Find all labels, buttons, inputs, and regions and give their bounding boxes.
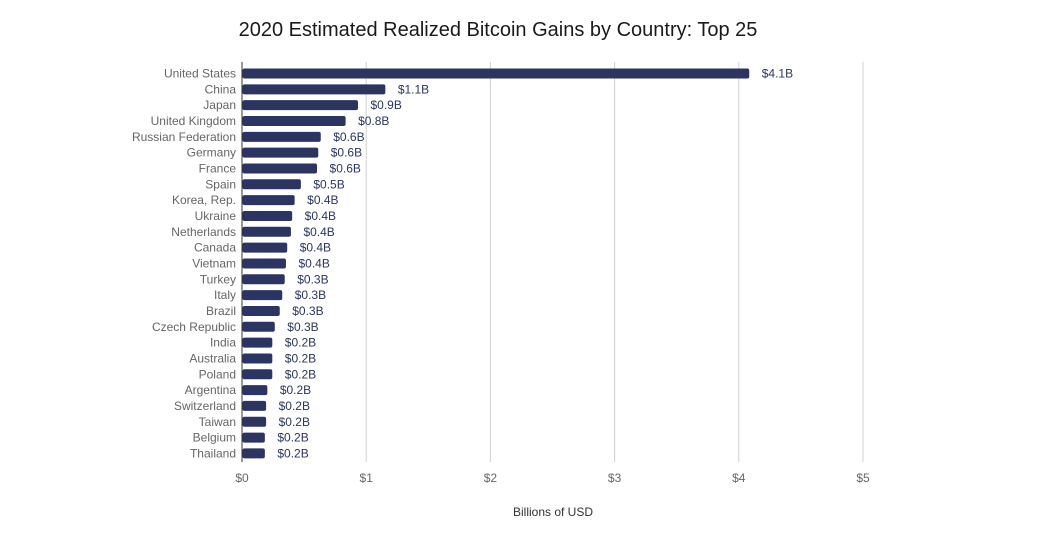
data-label: $0.3B [295,288,326,302]
labels: $0 $1 $2 $3 $4 $5 United States $4.1B China $1.1B… [132,67,870,486]
chart-title: 2020 Estimated Realized Bitcoin Gains by… [238,19,758,41]
category-label: Turkey [200,272,236,286]
bar [242,353,273,364]
bar [242,258,286,269]
category-label: Japan [203,98,236,112]
category-label: India [210,336,236,350]
bar [242,305,280,316]
bar [242,369,273,380]
x-tick-label: $4 [732,471,746,485]
category-label: United Kingdom [151,114,236,128]
data-label: $0.2B [277,446,308,460]
bar [242,147,319,158]
bar [242,400,267,411]
bar [242,242,288,253]
data-label: $0.6B [331,146,362,160]
category-label: Argentina [185,383,237,397]
data-label: $0.5B [313,177,344,191]
bar [242,337,273,348]
data-label: $0.2B [285,351,316,365]
x-axis-title: Billions of USD [513,505,593,519]
bar [242,448,265,459]
category-label: China [205,82,237,96]
data-label: $0.3B [287,320,318,334]
category-label: France [199,161,237,175]
category-label: Spain [205,177,236,191]
category-label: Netherlands [171,225,236,239]
category-label: Germany [187,146,236,160]
data-label: $0.8B [358,114,389,128]
category-label: Korea, Rep. [172,193,236,207]
x-tick-label: $5 [856,471,870,485]
bars [242,68,750,459]
bar [242,416,267,427]
category-label: Ukraine [195,209,237,223]
bar [242,321,275,332]
category-label: Italy [214,288,236,302]
data-label: $0.2B [285,336,316,350]
data-label: $0.2B [279,399,310,413]
category-label: Czech Republic [152,320,236,334]
data-label: $0.4B [298,256,329,270]
category-label: Taiwan [199,415,236,429]
x-tick-label: $2 [484,471,498,485]
x-tick-label: $1 [360,471,374,485]
bar [242,290,283,301]
data-label: $0.6B [330,161,361,175]
bar [242,68,750,79]
bar [242,195,295,206]
category-label: Belgium [193,431,236,445]
data-label: $0.3B [297,272,328,286]
category-label: Brazil [206,304,236,318]
bar [242,210,293,221]
data-label: $0.4B [305,209,336,223]
bar [242,100,359,111]
data-label: $0.9B [371,98,402,112]
category-label: Thailand [190,446,236,460]
data-label: $0.2B [277,431,308,445]
category-label: Vietnam [192,256,236,270]
x-tick-label: $3 [608,471,622,485]
bar [242,115,346,126]
bar [242,179,301,190]
category-label: Australia [189,351,236,365]
data-label: $0.4B [303,225,334,239]
data-label: $0.4B [307,193,338,207]
category-label: Switzerland [174,399,236,413]
gridlines [365,62,864,462]
x-tick-label: $0 [235,471,249,485]
data-label: $0.6B [333,130,364,144]
bar [242,385,268,396]
category-label: Poland [199,367,236,381]
data-label: $0.2B [280,383,311,397]
bar [242,432,265,443]
category-label: Russian Federation [132,130,236,144]
data-label: $0.2B [279,415,310,429]
category-label: United States [164,67,236,81]
data-label: $1.1B [398,82,429,96]
bar [242,163,318,174]
data-label: $0.2B [285,367,316,381]
data-label: $0.4B [300,241,331,255]
bar [242,84,386,95]
category-label: Canada [194,241,236,255]
data-label: $0.3B [292,304,323,318]
bar [242,131,321,142]
bar [242,274,285,285]
bar [242,226,291,237]
data-label: $4.1B [762,67,793,81]
